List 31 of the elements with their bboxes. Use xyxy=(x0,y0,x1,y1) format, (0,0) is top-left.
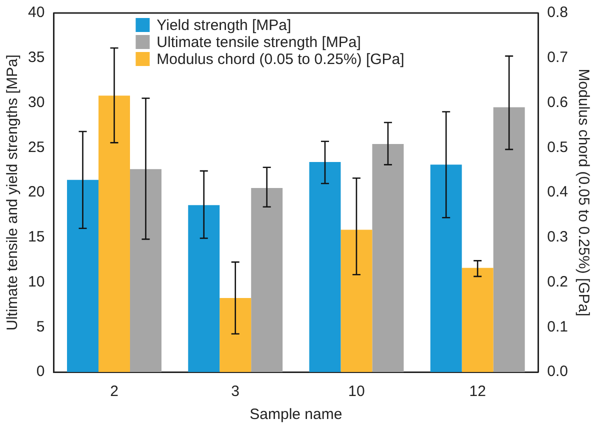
y-tick-label: 0 xyxy=(36,363,45,380)
legend-label: Ultimate tensile strength [MPa] xyxy=(156,34,361,52)
y2-tick-label: 0.4 xyxy=(547,184,568,201)
y-tick-label: 40 xyxy=(28,4,45,22)
legend-label: Yield strength [MPa] xyxy=(156,17,292,34)
y-tick-label: 5 xyxy=(36,318,45,336)
x-tick-label: 2 xyxy=(110,383,118,400)
y-axis-title: Ultimate tensile and yield strengths [MPa] xyxy=(4,54,22,330)
y2-tick-label: 0.0 xyxy=(547,363,568,380)
y2-tick-label: 0.6 xyxy=(547,94,568,111)
bar xyxy=(493,107,525,372)
x-axis-title: Sample name xyxy=(250,406,342,424)
x-tick-label: 10 xyxy=(348,383,365,400)
y-tick-label: 25 xyxy=(28,138,45,156)
y-tick-label: 35 xyxy=(28,49,45,66)
y2-tick-label: 0.2 xyxy=(547,273,568,290)
y2-axis-title: Modulus chord (0.05 to 0.25%) [GPa] xyxy=(574,68,592,316)
x-tick-label: 3 xyxy=(231,383,240,400)
bar xyxy=(251,188,283,372)
bar xyxy=(188,205,220,372)
y2-tick-label: 0.7 xyxy=(547,49,568,66)
y-tick-label: 30 xyxy=(28,94,45,111)
y2-tick-label: 0.3 xyxy=(547,228,568,246)
legend-label: Modulus chord (0.05 to 0.25%) [GPa] xyxy=(156,51,404,68)
x-tick-label: 12 xyxy=(469,383,486,400)
y-tick-label: 15 xyxy=(28,228,45,246)
y-tick-label: 20 xyxy=(28,184,45,201)
y2-tick-label: 0.1 xyxy=(547,318,568,336)
y2-tick-label: 0.5 xyxy=(547,138,568,156)
y-tick-label: 10 xyxy=(28,273,45,290)
y2-tick-label: 0.8 xyxy=(547,4,568,22)
